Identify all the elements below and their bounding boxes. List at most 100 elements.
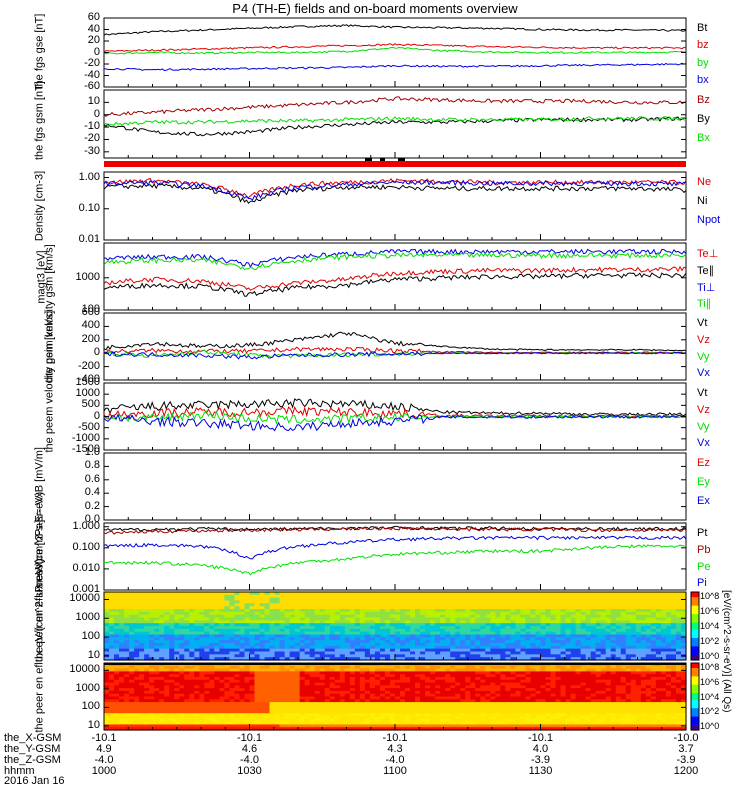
colorbar-tick: 10^6: [700, 606, 720, 616]
ephem-value: 1200: [673, 765, 699, 777]
ephem-value: -3.9: [676, 754, 696, 766]
pressure-frame: [103, 522, 687, 591]
peim_velocity-ytick: 400: [81, 319, 100, 332]
peim_velocity-ytick: 600: [81, 306, 100, 318]
ephem-label-1: the_Y-GSM: [4, 743, 61, 755]
peim_velocity-ytick: -200: [77, 359, 100, 372]
peim_velocity-frame: [103, 312, 687, 381]
colorbar-tick: 10^8: [700, 591, 720, 601]
fgs_gse-ytick: 20: [87, 34, 100, 46]
fgs_gse-legend-by: by: [697, 56, 709, 69]
ephem-label-2: the_Z-GSM: [4, 754, 61, 766]
figure-title: P4 (TH-E) fields and on-board moments ov…: [232, 1, 518, 16]
efield-ytick: 0.2: [84, 499, 100, 512]
density-legend-ne: Ne: [697, 176, 712, 188]
density-series-1: [103, 182, 687, 204]
ephem-label-3: hhmm: [4, 765, 35, 777]
peim_velocity-ytick: 200: [81, 332, 100, 345]
fgs_gse-series-0: [103, 24, 687, 36]
peer_spectrogram: [103, 662, 687, 731]
temperature-series-0: [103, 265, 687, 291]
fgs_gsm-legend-bx: Bx: [697, 132, 710, 144]
efield-ytick: 0.0: [84, 513, 100, 525]
peer_spectrogram-ytick: 1000: [75, 681, 100, 694]
ephem-value: 1100: [383, 765, 407, 777]
peem_velocity-ytick: -1500: [71, 443, 100, 455]
ephem-value: 1130: [528, 765, 553, 777]
pressure-series-2: [103, 544, 687, 576]
peem_velocity-series-0: [103, 398, 687, 417]
peer_spectrogram-ytick: 10: [87, 718, 100, 731]
ephem-value: 4.3: [387, 743, 403, 755]
efield-legend-ey: Ey: [697, 476, 710, 488]
fgs_gse-ytick: 0: [93, 45, 100, 58]
efield-frame: [103, 452, 687, 521]
ephem-value: -4.0: [240, 754, 259, 766]
peem_velocity-ytick: 1500: [75, 376, 100, 388]
temperature-ytick: 100: [81, 303, 100, 315]
peim_velocity-ytick: -400: [77, 373, 100, 385]
density-legend-ni: Ni: [697, 195, 708, 207]
peem_velocity-ytick: 500: [81, 398, 100, 411]
colorbar: [690, 591, 700, 731]
peem_velocity-series-2: [103, 410, 687, 425]
fgs_gsm-ytick: -20: [84, 132, 100, 145]
fgs_gse-series-2: [103, 46, 687, 55]
temperature-legend-ti: Ti⊥: [697, 281, 716, 294]
density-ylabel: Density [cm-3]: [33, 170, 46, 242]
fgs_gsm-ytick: 10: [87, 95, 100, 108]
fgs_gsm-series-2: [103, 115, 687, 127]
peir_spectrogram: [103, 591, 687, 661]
peer_spectrogram-ytick: 100: [81, 700, 100, 713]
pressure-legend-pb: Pb: [697, 543, 711, 556]
peem_velocity-legend-vz: Vz: [697, 403, 710, 416]
fgs_gsm-ytick: -10: [84, 120, 100, 133]
pressure-series-1: [103, 526, 687, 535]
peir_spectrogram-ytick: 10000: [69, 592, 100, 605]
ephem-value: 4.0: [532, 743, 549, 755]
peer_spectrogram-ylabel: the peer en eflux eV/(cm^2-s-sr-eV): [33, 558, 46, 732]
efield-ytick: 0.4: [84, 486, 100, 499]
ephem-value: 1030: [237, 765, 262, 777]
fgs_gsm-legend-by: By: [697, 113, 710, 125]
colorbar-tick: 10^4: [700, 621, 720, 631]
fgs_gse-legend-bx: bx: [697, 73, 709, 86]
efield-ytick: 0.8: [84, 459, 100, 472]
pressure-ytick: 1.000: [72, 519, 100, 532]
colorbar-tick: 10^2: [700, 706, 720, 717]
peem_velocity-ytick: 1000: [75, 387, 100, 400]
fgs_gse-series-1: [103, 42, 687, 53]
temperature-series-2: [103, 248, 687, 269]
ephem-value: -10.1: [91, 732, 117, 744]
efield-ytick: 1.0: [84, 446, 100, 458]
efield-legend-ez: Ez: [697, 457, 710, 469]
peim_velocity-legend-vz: Vz: [697, 333, 710, 346]
temperature-series-1: [103, 272, 687, 297]
ephem-value: 3.7: [678, 743, 694, 755]
colorbar-tick: 10^8: [700, 662, 720, 672]
efield-legend-ex: Ex: [697, 495, 710, 507]
temperature-series-3: [103, 251, 687, 271]
peem_velocity-ytick: -1000: [71, 431, 100, 444]
fgs_gsm-legend-bz: Bz: [697, 94, 710, 106]
density-ytick: 0.10: [78, 201, 100, 214]
temperature-legend-te: Te∥: [697, 264, 715, 277]
peem_velocity-ytick: 0: [93, 409, 100, 422]
colorbar-tick: 10^2: [700, 636, 720, 646]
pressure-legend-pi: Pi: [697, 577, 707, 590]
colorbar-tick: 10^0: [700, 651, 720, 661]
fgs_gse-ylabel: the fgs gse [nT]: [33, 13, 46, 89]
temperature-legend-ti: Ti∥: [697, 298, 712, 311]
fgs_gsm-ytick: -30: [84, 144, 100, 157]
peem_velocity-legend-vx: Vx: [697, 437, 710, 450]
peim_velocity-legend-vx: Vx: [697, 367, 710, 380]
temperature-legend-te: Te⊥: [697, 248, 719, 260]
peem_velocity-ytick: -500: [77, 420, 100, 433]
peem_velocity-legend-vy: Vy: [697, 420, 710, 433]
peim_velocity-legend-vy: Vy: [697, 350, 710, 363]
ephem-value: -4.0: [94, 754, 114, 766]
density-series-2: [103, 179, 687, 201]
density-ytick: 0.01: [78, 233, 100, 245]
pressure-legend-pe: Pe: [697, 560, 711, 573]
